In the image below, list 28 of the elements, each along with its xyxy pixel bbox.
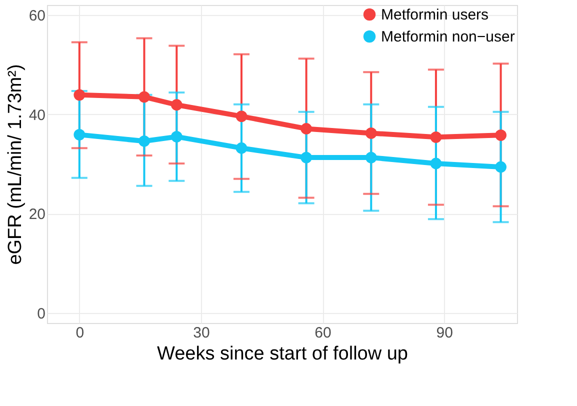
x-tick-label: 0: [76, 324, 84, 342]
legend-label: Metformin non−user: [381, 28, 515, 46]
point: [236, 110, 248, 122]
point: [365, 152, 377, 164]
y-tick-label: 40: [28, 106, 46, 124]
x-tick-label: 90: [436, 324, 453, 342]
y-tick-label: 0: [37, 306, 46, 323]
legend-label: Metformin users: [381, 6, 489, 24]
point: [138, 91, 150, 103]
point: [300, 152, 312, 164]
point: [365, 128, 377, 139]
point: [138, 135, 150, 147]
point: [430, 131, 442, 143]
point: [300, 123, 312, 134]
point: [495, 161, 506, 173]
y-axis-title: eGFR (mL/min/ 1.73m²): [4, 64, 26, 265]
point: [170, 99, 182, 111]
x-tick-label: 60: [314, 324, 332, 342]
point: [430, 158, 442, 170]
point: [74, 89, 86, 101]
y-tick-label: 20: [28, 206, 46, 224]
point: [495, 129, 506, 141]
point: [236, 142, 248, 154]
y-tick-label: 60: [28, 7, 46, 24]
x-tick-label: 30: [193, 324, 210, 342]
point: [74, 128, 86, 140]
point: [170, 130, 182, 142]
x-axis-title: Weeks since start of follow up: [157, 344, 408, 364]
